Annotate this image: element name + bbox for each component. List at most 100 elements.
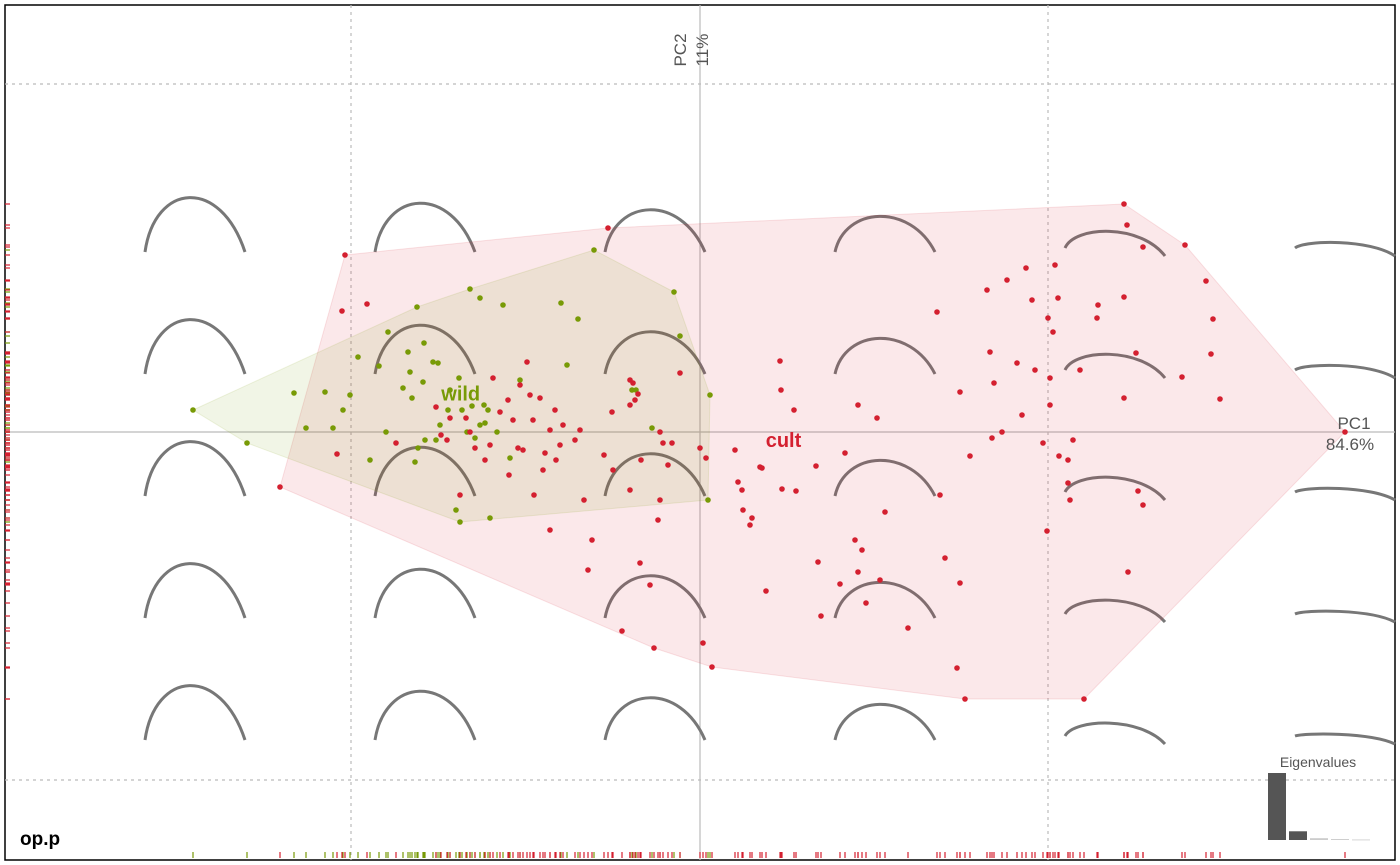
point xyxy=(1070,437,1076,443)
point xyxy=(605,225,611,231)
point xyxy=(405,349,411,355)
point xyxy=(438,432,444,438)
point xyxy=(1077,367,1083,373)
point xyxy=(1121,395,1127,401)
point xyxy=(577,427,583,433)
outline-shape xyxy=(143,196,247,253)
point xyxy=(815,559,821,565)
point xyxy=(485,407,491,413)
morphospace xyxy=(143,196,1396,746)
point xyxy=(340,407,346,413)
point xyxy=(1094,315,1100,321)
point xyxy=(649,425,655,431)
point xyxy=(991,380,997,386)
point xyxy=(1032,367,1038,373)
point xyxy=(322,389,328,395)
point xyxy=(420,379,426,385)
point xyxy=(407,369,413,375)
point xyxy=(482,457,488,463)
point xyxy=(1004,277,1010,283)
point xyxy=(657,429,663,435)
point xyxy=(1133,350,1139,356)
point xyxy=(1121,201,1127,207)
eigenvalue-bar xyxy=(1289,831,1307,840)
point xyxy=(506,472,512,478)
point xyxy=(1140,244,1146,250)
point xyxy=(671,289,677,295)
point xyxy=(1125,569,1131,575)
point xyxy=(842,450,848,456)
point xyxy=(778,387,784,393)
point xyxy=(277,484,283,490)
outline-shape xyxy=(833,214,937,253)
point xyxy=(1050,329,1056,335)
point xyxy=(1052,262,1058,268)
point xyxy=(497,409,503,415)
point xyxy=(855,569,861,575)
point xyxy=(635,391,641,397)
point xyxy=(547,527,553,533)
point xyxy=(560,422,566,428)
outline-shape xyxy=(1063,598,1167,624)
point xyxy=(957,389,963,395)
point xyxy=(303,425,309,431)
outline-shape xyxy=(1294,486,1396,502)
point xyxy=(630,380,636,386)
outline-shape xyxy=(1063,352,1167,379)
point xyxy=(1067,497,1073,503)
point xyxy=(433,437,439,443)
point xyxy=(697,445,703,451)
point xyxy=(707,392,713,398)
point xyxy=(837,581,843,587)
point xyxy=(553,457,559,463)
point xyxy=(1124,222,1130,228)
point xyxy=(818,613,824,619)
outline-shape xyxy=(833,702,937,741)
point xyxy=(1044,528,1050,534)
points xyxy=(190,201,1348,702)
point xyxy=(393,440,399,446)
point xyxy=(1179,374,1185,380)
point xyxy=(547,427,553,433)
point xyxy=(477,422,483,428)
point xyxy=(1342,429,1348,435)
point xyxy=(700,640,706,646)
point xyxy=(447,387,453,393)
point xyxy=(747,522,753,528)
point xyxy=(244,440,250,446)
eigenvalue-bar xyxy=(1331,839,1349,840)
point xyxy=(703,455,709,461)
point xyxy=(637,560,643,566)
point xyxy=(855,402,861,408)
point xyxy=(1056,453,1062,459)
point xyxy=(505,397,511,403)
point xyxy=(934,309,940,315)
point xyxy=(291,390,297,396)
point xyxy=(1029,297,1035,303)
point xyxy=(409,395,415,401)
point xyxy=(435,360,441,366)
point xyxy=(777,358,783,364)
outline-shape xyxy=(603,574,707,619)
point xyxy=(863,600,869,606)
point xyxy=(552,407,558,413)
point xyxy=(457,519,463,525)
outline-shape xyxy=(373,567,477,619)
point xyxy=(779,486,785,492)
point xyxy=(477,295,483,301)
point xyxy=(677,370,683,376)
point xyxy=(564,362,570,368)
eigenvalue-bar xyxy=(1268,773,1286,840)
chart-title: op.p xyxy=(20,829,60,850)
outline-shape xyxy=(1294,363,1396,380)
outline-shape xyxy=(373,689,477,741)
point xyxy=(507,455,513,461)
point xyxy=(1019,412,1025,418)
point xyxy=(665,462,671,468)
point xyxy=(415,445,421,451)
point xyxy=(732,447,738,453)
point xyxy=(367,457,373,463)
point xyxy=(1095,302,1101,308)
outline-shape xyxy=(1294,609,1396,624)
